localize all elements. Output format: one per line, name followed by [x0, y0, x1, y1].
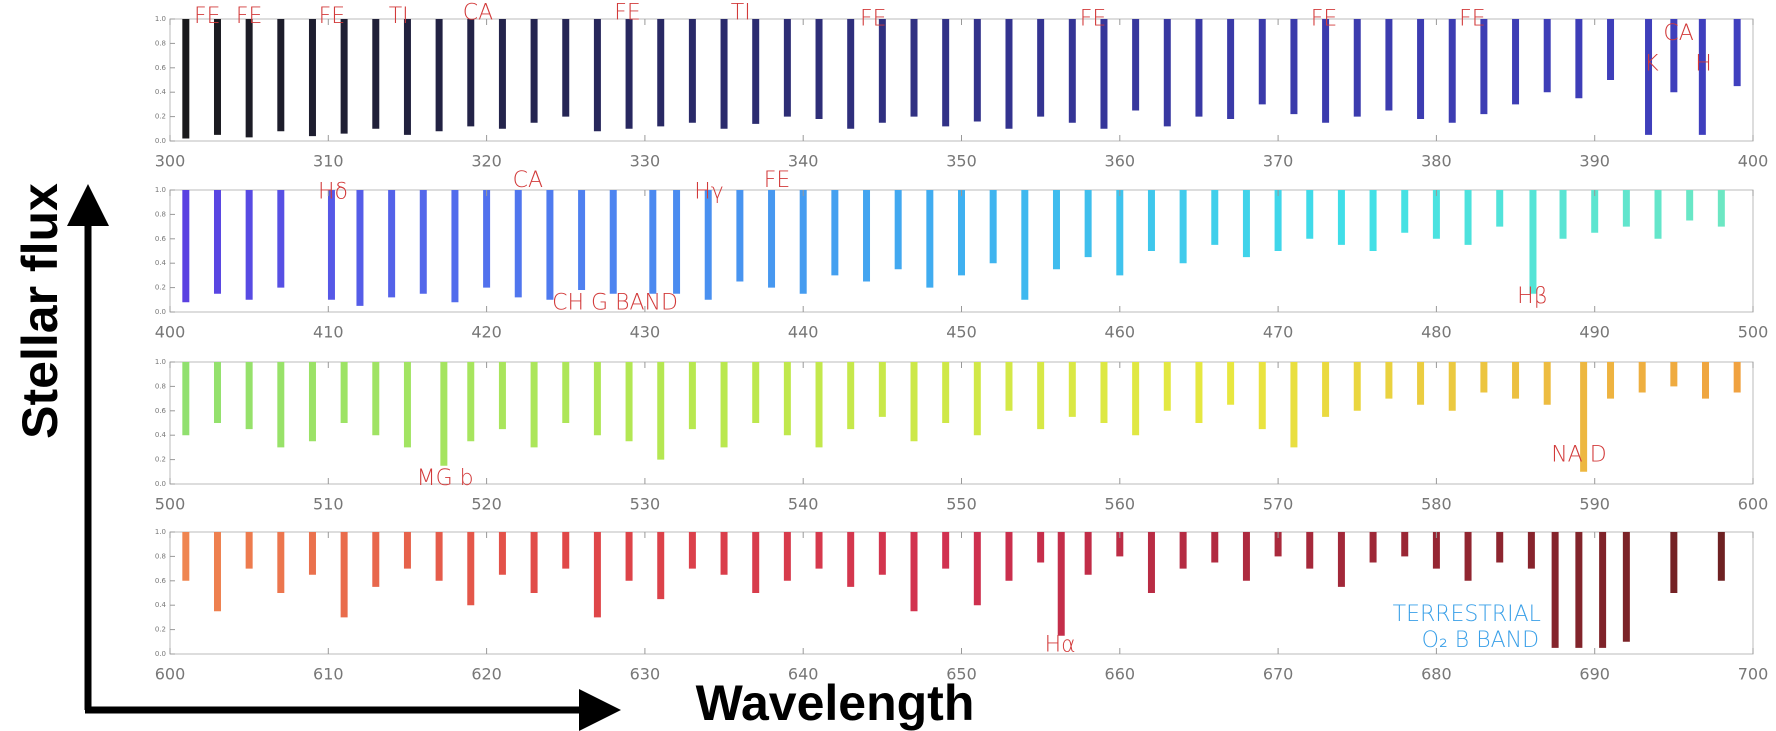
annotation: TI [389, 4, 409, 29]
x-tick-label: 300 [155, 152, 186, 171]
x-tick-label: 560 [1105, 495, 1136, 514]
x-tick-label: 540 [788, 495, 819, 514]
x-tick-label: 660 [1105, 665, 1136, 684]
y-tick-label: 0.6 [155, 577, 167, 585]
annotation: FE [614, 1, 641, 26]
x-tick-label: 360 [1105, 152, 1136, 171]
x-tick-label: 670 [1263, 665, 1294, 684]
x-tick-label: 650 [946, 665, 977, 684]
y-tick-label: 0.0 [155, 137, 166, 145]
y-tick-label: 0.6 [155, 64, 167, 72]
y-tick-label: 0.4 [155, 601, 167, 609]
x-tick-label: 530 [630, 495, 661, 514]
x-tick-label: 700 [1738, 665, 1769, 684]
x-axis-label: Wavelength [696, 675, 975, 731]
annotation: FE [319, 4, 346, 29]
x-tick-label: 410 [313, 323, 344, 342]
annotation: FE [236, 4, 263, 29]
annotation: CH G BAND [552, 291, 678, 316]
y-tick-label: 0.2 [155, 284, 166, 292]
x-tick-label: 460 [1105, 323, 1136, 342]
y-tick-label: 0.6 [155, 407, 167, 415]
x-tick-label: 420 [471, 323, 502, 342]
annotation: FE [1459, 6, 1486, 31]
y-tick-label: 1.0 [155, 186, 166, 194]
annotation: K [1644, 52, 1659, 77]
x-tick-label: 350 [946, 152, 977, 171]
annotation: CA [513, 168, 543, 193]
annotation: MG b [417, 466, 474, 491]
x-tick-label: 620 [471, 665, 502, 684]
y-tick-label: 0.4 [155, 431, 167, 439]
x-tick-label: 690 [1579, 665, 1610, 684]
y-tick-label: 1.0 [155, 15, 166, 23]
x-tick-label: 500 [155, 495, 186, 514]
annotation: FE [1311, 6, 1338, 31]
annotation: Hγ [694, 180, 724, 205]
y-tick-label: 0.8 [155, 552, 166, 560]
x-tick-label: 570 [1263, 495, 1294, 514]
x-tick-label: 430 [630, 323, 661, 342]
annotation: Hδ [318, 180, 348, 205]
x-tick-label: 480 [1421, 323, 1452, 342]
y-tick-label: 1.0 [155, 528, 166, 536]
x-tick-label: 600 [155, 665, 186, 684]
x-tick-label: 390 [1579, 152, 1610, 171]
x-tick-label: 330 [630, 152, 661, 171]
annotation: TI [731, 1, 751, 26]
x-tick-label: 370 [1263, 152, 1294, 171]
x-tick-label: 440 [788, 323, 819, 342]
y-tick-label: 0.8 [155, 382, 166, 390]
x-tick-label: 450 [946, 323, 977, 342]
annotation: O₂ B BAND [1422, 628, 1539, 653]
x-tick-label: 680 [1421, 665, 1452, 684]
annotation: FE [764, 168, 791, 193]
x-tick-label: 310 [313, 152, 344, 171]
annotation: NA D [1551, 442, 1606, 467]
annotation: FE [1080, 6, 1107, 31]
x-tick-label: 490 [1579, 323, 1610, 342]
annotation: FE [860, 6, 887, 31]
y-tick-label: 0.0 [155, 308, 166, 316]
x-tick-label: 520 [471, 495, 502, 514]
y-tick-label: 0.2 [155, 456, 166, 464]
y-tick-label: 0.4 [155, 88, 167, 96]
annotation: CA [1663, 21, 1693, 46]
x-tick-label: 640 [788, 665, 819, 684]
y-tick-label: 0.2 [155, 113, 166, 121]
x-tick-label: 500 [1738, 323, 1769, 342]
y-tick-label: 0.2 [155, 626, 166, 634]
y-tick-label: 0.8 [155, 210, 166, 218]
annotation: H [1695, 52, 1712, 77]
x-tick-label: 470 [1263, 323, 1294, 342]
x-tick-label: 400 [155, 323, 186, 342]
x-tick-label: 510 [313, 495, 344, 514]
annotation: Hβ [1517, 284, 1548, 309]
x-tick-label: 380 [1421, 152, 1452, 171]
y-tick-label: 1.0 [155, 358, 166, 366]
x-tick-label: 610 [313, 665, 344, 684]
x-tick-label: 550 [946, 495, 977, 514]
annotation: TERRESTRIAL [1393, 602, 1541, 627]
x-tick-label: 320 [471, 152, 502, 171]
x-tick-label: 630 [630, 665, 661, 684]
x-tick-label: 600 [1738, 495, 1769, 514]
annotation: CA [463, 1, 493, 26]
x-tick-label: 340 [788, 152, 819, 171]
x-tick-label: 590 [1579, 495, 1610, 514]
y-tick-label: 0.0 [155, 650, 166, 658]
y-tick-label: 0.0 [155, 480, 166, 488]
y-tick-label: 0.4 [155, 259, 167, 267]
y-axis-label: Stellar flux [12, 183, 68, 439]
x-tick-label: 400 [1738, 152, 1769, 171]
annotation: Hα [1045, 633, 1076, 658]
y-tick-label: 0.6 [155, 235, 167, 243]
annotation: FE [194, 4, 221, 29]
y-tick-label: 0.8 [155, 39, 166, 47]
x-tick-label: 580 [1421, 495, 1452, 514]
